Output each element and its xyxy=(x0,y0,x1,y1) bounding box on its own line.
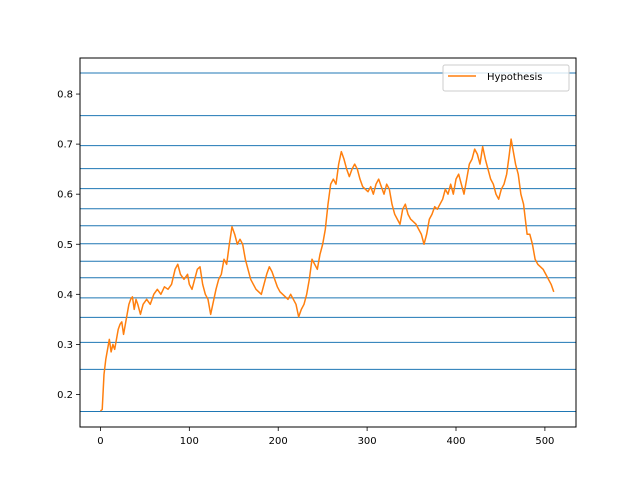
x-tick-label-2: 200 xyxy=(269,436,288,447)
series-layer xyxy=(99,138,555,412)
y-tick-label-3: 0.5 xyxy=(57,240,73,251)
y-axis-ticks: 0.2 0.3 0.4 0.5 0.6 0.7 0.8 xyxy=(57,90,80,401)
y-tick-label-1: 0.3 xyxy=(57,340,73,351)
x-axis-ticks: 0 100 200 300 400 500 xyxy=(97,427,554,447)
y-tick-label-0: 0.2 xyxy=(57,390,73,401)
legend-label-hypothesis: Hypothesis xyxy=(487,72,543,83)
y-tick-label-5: 0.7 xyxy=(57,140,73,151)
plot-frame xyxy=(79,57,577,428)
x-tick-label-3: 300 xyxy=(358,436,377,447)
x-tick-label-4: 400 xyxy=(446,436,465,447)
legend-box xyxy=(442,64,570,92)
series-line-hypothesis xyxy=(99,138,555,412)
y-tick-label-2: 0.4 xyxy=(57,290,73,301)
x-tick-label-0: 0 xyxy=(97,436,103,447)
x-tick-label-1: 100 xyxy=(180,436,199,447)
x-tick-label-5: 500 xyxy=(535,436,554,447)
y-tick-label-6: 0.8 xyxy=(57,90,73,101)
y-tick-label-4: 0.6 xyxy=(57,190,73,201)
legend: Hypothesis xyxy=(442,64,570,92)
axes xyxy=(79,57,577,428)
